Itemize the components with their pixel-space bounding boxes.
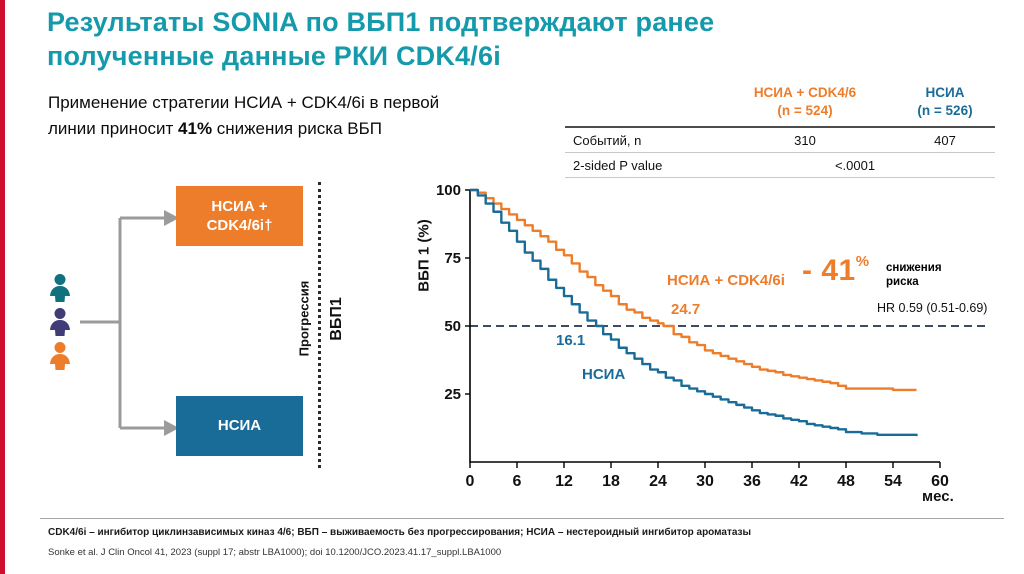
results-table-header: НСИА + CDK4/6 (n = 524) НСИА (n = 526) xyxy=(565,84,995,126)
arm-top-box: НСИА + CDK4/6i† xyxy=(176,186,303,246)
x-tick-label: 24 xyxy=(649,473,667,490)
arm-top-line2: CDK4/6i† xyxy=(206,217,273,234)
risk-reduction-number: - 41 xyxy=(802,254,856,287)
km-curve-combo xyxy=(470,188,917,392)
trial-flow-diagram xyxy=(50,210,179,436)
col-header-mono-name: НСИА xyxy=(925,85,965,100)
risk-reduction-value: - 41% xyxy=(802,253,870,288)
y-tick-label: 25 xyxy=(444,386,461,403)
title-line2: полученные данные РКИ CDK4/6i xyxy=(47,40,501,71)
subtitle: Применение стратегии НСИА + CDK4/6i в пе… xyxy=(48,90,478,143)
table-row-pvalue: 2-sided P value <.0001 xyxy=(565,152,995,179)
x-tick-label: 36 xyxy=(743,473,761,490)
arm-bottom-box: НСИА xyxy=(176,396,303,456)
subtitle-text-before: Применение стратегии НСИА + CDK4/6i в пе… xyxy=(48,93,440,139)
col-header-mono: НСИА (n = 526) xyxy=(895,84,995,119)
mono-median-value: 16.1 xyxy=(556,332,586,349)
mono-series-label: НСИА xyxy=(582,366,626,383)
x-tick-label: 42 xyxy=(790,473,808,490)
risk-reduction-caption: снижения риска xyxy=(886,262,942,290)
y-tick-label: 100 xyxy=(436,182,461,199)
arrow-head-top xyxy=(164,210,179,226)
flow-connectors xyxy=(80,216,165,430)
col-header-combo-n: (n = 524) xyxy=(777,102,833,118)
km-curve-mono xyxy=(470,188,918,437)
abbreviations-footnote: CDK4/6i – ингибитор циклинзависимых кина… xyxy=(48,527,752,538)
col-header-combo-name: НСИА + CDK4/6 xyxy=(753,85,857,100)
progression-label: Прогрессия xyxy=(296,280,312,357)
y-tick-label: 75 xyxy=(444,250,461,267)
km-chart: 0 6 12 18 24 30 36 42 48 54 60 25 50 75 100 xyxy=(436,182,985,490)
subtitle-text-after: снижения риска ВБП xyxy=(212,119,382,139)
progression-divider xyxy=(318,182,321,468)
subtitle-highlight: 41% xyxy=(178,119,213,139)
x-tick-label: 30 xyxy=(696,473,714,490)
x-tick-label: 12 xyxy=(555,473,573,490)
x-tick-label: 54 xyxy=(884,473,902,490)
footer-divider xyxy=(40,518,1004,519)
arm-bottom-label: НСИА xyxy=(217,417,262,435)
x-tick-label: 18 xyxy=(602,473,620,490)
endpoint-label: ВБП1 xyxy=(328,297,345,341)
combo-series-label: НСИА + CDK4/6i xyxy=(667,272,785,289)
y-tick-label: 50 xyxy=(444,318,461,335)
title-line1: Результаты SONIA по ВБП1 подтверждают ра… xyxy=(47,7,715,37)
risk-caption-line1: снижения xyxy=(886,262,942,274)
events-label: Событий, n xyxy=(573,132,642,148)
pvalue-label: 2-sided P value xyxy=(573,157,663,173)
patient-icon xyxy=(50,342,70,370)
x-axis-unit: мес. xyxy=(922,488,954,505)
accent-bar xyxy=(0,0,5,574)
page-title: Результаты SONIA по ВБП1 подтверждают ра… xyxy=(47,6,714,74)
x-tick-label: 48 xyxy=(837,473,855,490)
arrow-head-bottom xyxy=(164,420,179,436)
x-tick-label: 60 xyxy=(931,473,949,490)
pvalue-value: <.0001 xyxy=(834,157,876,173)
risk-caption-line2: риска xyxy=(886,275,919,288)
arm-top-line1: НСИА + xyxy=(211,197,268,215)
results-table: НСИА + CDK4/6 (n = 524) НСИА (n = 526) С… xyxy=(565,84,995,179)
combo-median-value: 24.7 xyxy=(671,301,701,318)
col-header-combo: НСИА + CDK4/6 (n = 524) xyxy=(715,84,895,119)
events-combo-value: 310 xyxy=(794,132,816,148)
patient-icon xyxy=(50,274,70,302)
x-tick-label: 6 xyxy=(513,473,522,490)
table-row-events: Событий, n 310 407 xyxy=(565,126,995,152)
y-axis-label: ВБП 1 (%) xyxy=(415,219,433,292)
risk-reduction-percent-sign: % xyxy=(855,253,870,270)
events-mono-value: 407 xyxy=(934,132,956,148)
patient-icon xyxy=(50,308,70,336)
col-header-mono-n: (n = 526) xyxy=(917,102,973,118)
reference-citation: Sonke et al. J Clin Oncol 41, 2023 (supp… xyxy=(48,547,502,558)
hazard-ratio-text: HR 0.59 (0.51-0.69) xyxy=(877,301,988,315)
x-tick-label: 0 xyxy=(466,473,475,490)
